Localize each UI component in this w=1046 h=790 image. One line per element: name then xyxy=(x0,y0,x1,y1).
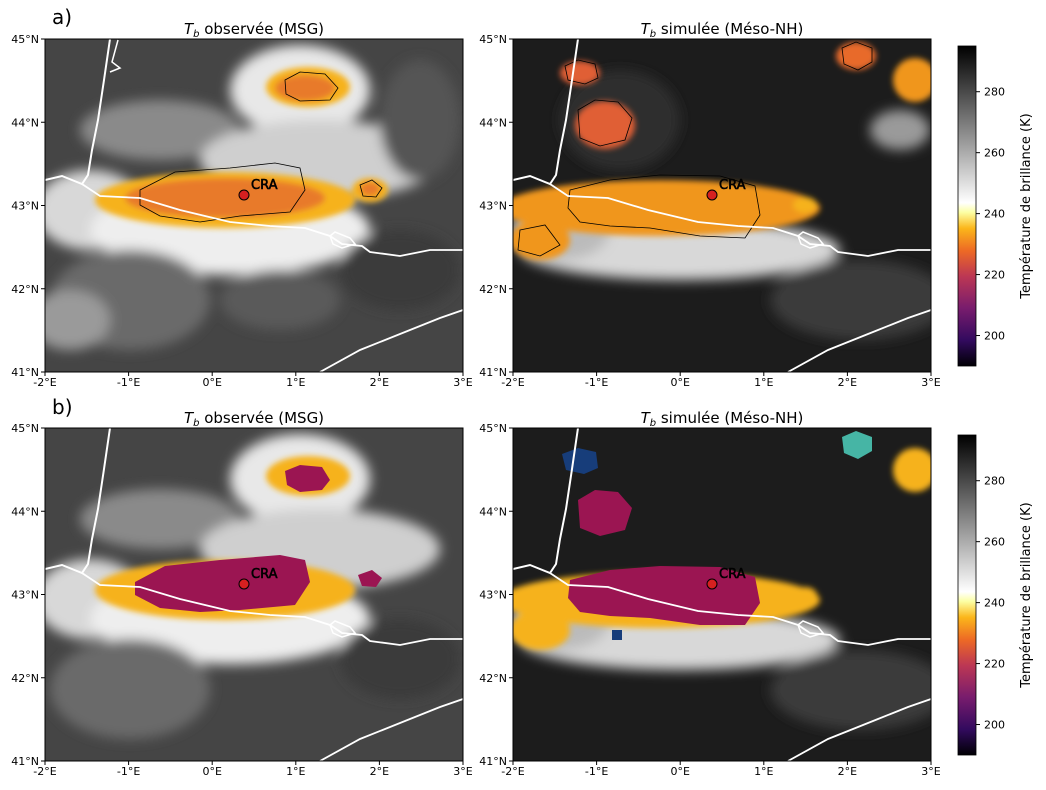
satellite-image-classified: CRA xyxy=(35,428,463,761)
row-label-b: b) xyxy=(52,395,73,419)
colorbar-tick-label: 220 xyxy=(984,658,1005,671)
colorbar-tick-label: 260 xyxy=(984,147,1005,160)
lat-tick-label: 45°N xyxy=(11,33,39,46)
station-label: CRA xyxy=(251,567,278,582)
model-image-classified: CRA xyxy=(500,428,950,761)
lat-tick-label: 42°N xyxy=(11,672,39,685)
panel-title: Tb observée (MSG) xyxy=(184,409,324,429)
satellite-image: CRA xyxy=(30,39,463,372)
lon-tick-label: 0°E xyxy=(670,765,689,778)
colorbar-tick-label: 260 xyxy=(984,536,1005,549)
lat-tick-label: 44°N xyxy=(479,116,507,129)
row-label-a: a) xyxy=(52,5,72,29)
colorbar-label: Température de brillance (K) xyxy=(1019,502,1034,688)
panel-title: Tb observée (MSG) xyxy=(184,20,324,40)
lat-tick-label: 41°N xyxy=(479,755,507,768)
lat-tick-label: 45°N xyxy=(479,422,507,435)
colorbar-b: 200 220 240 260 280 Température de brillance… xyxy=(958,435,1034,755)
lat-tick-label: 44°N xyxy=(11,505,39,518)
colorbar-tick-label: 220 xyxy=(984,269,1005,282)
lat-tick-label: 41°N xyxy=(11,366,39,379)
lat-tick-label: 42°N xyxy=(479,283,507,296)
lat-tick-label: 43°N xyxy=(11,200,39,213)
colorbar-tick-label: 240 xyxy=(984,208,1005,221)
panel-a-simulated: Tb simulée (Méso-NH) xyxy=(500,20,950,372)
colorbar-label: Température de brillance (K) xyxy=(1019,113,1034,299)
colorbar-tick-label: 280 xyxy=(984,86,1005,99)
lat-tick-label: 41°N xyxy=(11,755,39,768)
lon-tick-label: 0°E xyxy=(670,376,689,389)
station-label: CRA xyxy=(251,178,278,193)
lat-tick-label: 42°N xyxy=(479,672,507,685)
colorbar-tick-label: 240 xyxy=(984,597,1005,610)
lon-tick-label: -1°E xyxy=(585,765,608,778)
lon-tick-label: 1°E xyxy=(754,376,773,389)
lon-tick-label: 2°E xyxy=(370,765,389,778)
lat-tick-label: 42°N xyxy=(11,283,39,296)
lon-tick-label: 3°E xyxy=(921,376,940,389)
lon-tick-label: 1°E xyxy=(286,765,305,778)
lat-tick-label: 44°N xyxy=(479,505,507,518)
lon-tick-label: 0°E xyxy=(202,765,221,778)
colorbar-a: 200 220 240 260 280 Température de brillance… xyxy=(958,46,1034,366)
lat-tick-label: 45°N xyxy=(479,33,507,46)
lat-tick-label: 45°N xyxy=(11,422,39,435)
lon-tick-label: -1°E xyxy=(117,376,140,389)
colorbar-tick-label: 280 xyxy=(984,475,1005,488)
lat-tick-label: 43°N xyxy=(11,589,39,602)
panel-b-observed: Tb observée (MSG) xyxy=(35,409,463,761)
lat-tick-label: 43°N xyxy=(479,589,507,602)
station-label: CRA xyxy=(719,567,746,582)
panel-b-simulated: Tb simulée (Méso-NH) xyxy=(500,409,950,761)
lon-tick-label: 1°E xyxy=(754,765,773,778)
lat-tick-label: 43°N xyxy=(479,200,507,213)
lon-tick-label: 3°E xyxy=(453,765,472,778)
lon-tick-label: 1°E xyxy=(286,376,305,389)
lon-tick-label: 3°E xyxy=(453,376,472,389)
lon-tick-label: 0°E xyxy=(202,376,221,389)
model-image: CRA xyxy=(500,39,950,372)
lon-tick-label: 3°E xyxy=(921,765,940,778)
lon-tick-label: -1°E xyxy=(585,376,608,389)
lon-tick-label: 2°E xyxy=(838,376,857,389)
lon-tick-label: -1°E xyxy=(117,765,140,778)
panel-a-observed: Tb observée (MSG) xyxy=(30,20,463,372)
panel-title: Tb simulée (Méso-NH) xyxy=(641,409,804,429)
lat-tick-label: 41°N xyxy=(479,366,507,379)
lon-tick-label: 2°E xyxy=(370,376,389,389)
station-label: CRA xyxy=(719,178,746,193)
lat-tick-label: 44°N xyxy=(11,116,39,129)
colorbar-tick-label: 200 xyxy=(984,330,1005,343)
colorbar-tick-label: 200 xyxy=(984,719,1005,732)
panel-title: Tb simulée (Méso-NH) xyxy=(641,20,804,40)
lon-tick-label: 2°E xyxy=(838,765,857,778)
